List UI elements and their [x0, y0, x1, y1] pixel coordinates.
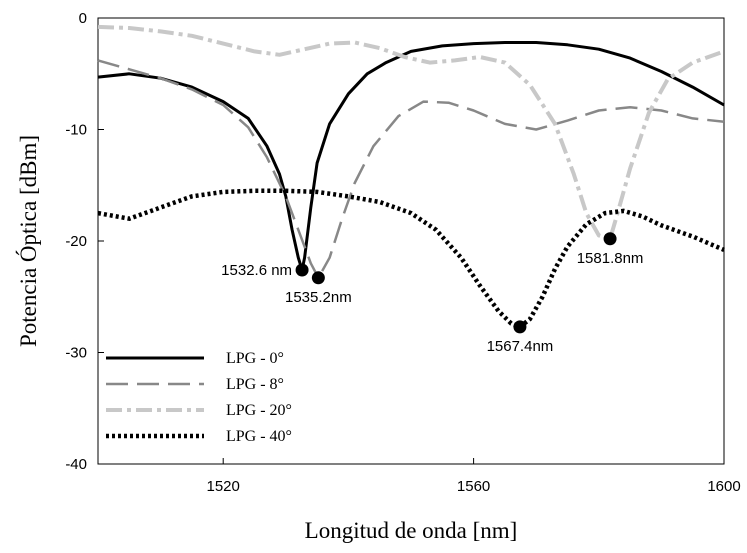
x-axis-title: Longitud de onda [nm]: [305, 518, 518, 543]
y-axis: 0 -10 -20 -30 -40: [65, 10, 104, 473]
peak-label: 1532.6 nm: [221, 262, 292, 279]
series-line-3: [97, 24, 725, 241]
x-axis: 1520 1560 1600: [207, 458, 741, 495]
plot-area: 1532.6 nm 1535.2nm 1567.4nm 1581.8nm: [97, 17, 725, 465]
x-tick-label: 1560: [457, 478, 490, 495]
peak-label: 1581.8nm: [577, 250, 644, 267]
plot-frame: [97, 17, 725, 465]
marker-layer: 1532.6 nm 1535.2nm 1567.4nm 1581.8nm: [221, 232, 643, 355]
series-layer: [97, 24, 725, 330]
legend: LPG - 0° LPG - 8° LPG - 20° LPG - 40°: [106, 350, 292, 445]
y-axis-title: Potencia Óptica [dBm]: [15, 135, 41, 347]
y-tick-label: -20: [65, 233, 87, 250]
series-line-1: [97, 41, 725, 272]
legend-label-3: LPG - 20°: [226, 402, 292, 419]
y-tick-label: -30: [65, 345, 87, 362]
peak-marker: [603, 232, 617, 246]
peak-marker: [513, 320, 527, 334]
x-tick-label: 1520: [207, 478, 240, 495]
y-tick-label: -10: [65, 122, 87, 139]
legend-label-1: LPG - 0°: [226, 350, 284, 367]
series-line-2: [97, 59, 725, 280]
legend-label-4: LPG - 40°: [226, 428, 292, 445]
y-tick-label: -40: [65, 456, 87, 473]
peak-marker: [295, 263, 309, 277]
peak-label: 1567.4nm: [487, 338, 554, 355]
x-tick-label: 1600: [707, 478, 740, 495]
peak-label: 1535.2nm: [285, 289, 352, 306]
legend-label-2: LPG - 8°: [226, 376, 284, 393]
y-tick-label: 0: [79, 10, 87, 27]
peak-marker: [311, 271, 325, 285]
series-line-4: [97, 188, 725, 330]
